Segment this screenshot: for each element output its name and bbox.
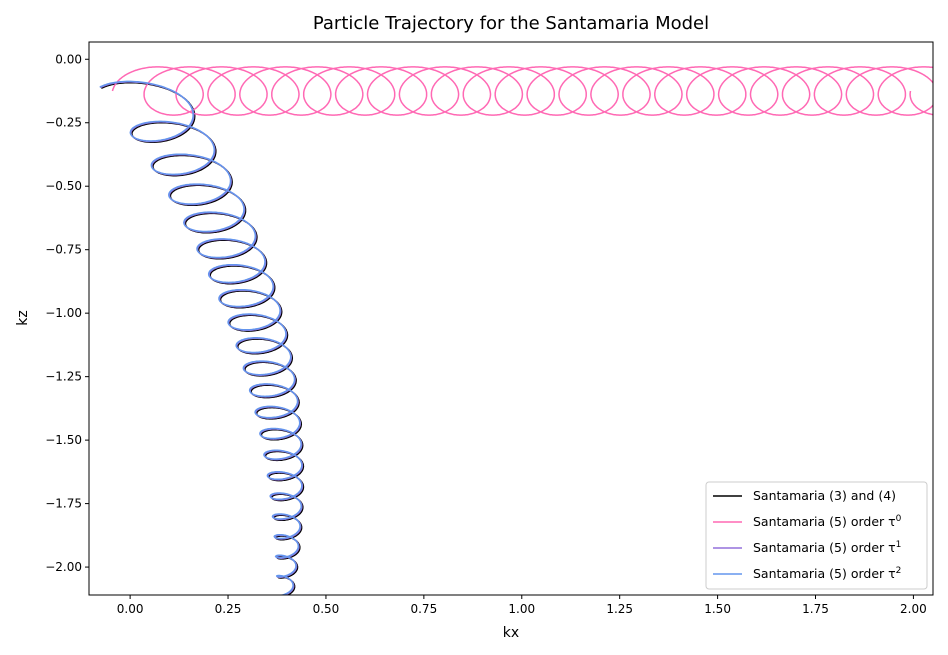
series-layer — [99, 66, 933, 595]
x-tick-label: 0.75 — [410, 602, 437, 616]
x-axis-label: kx — [503, 625, 519, 641]
x-axis: 0.00 0.25 0.50 0.75 1.00 1.25 1.50 1.75 2.00 — [117, 595, 927, 616]
legend-label-2: Santamaria (5) order τ1 — [753, 540, 901, 555]
legend-box — [705, 481, 928, 590]
x-tick-label: 0.25 — [215, 602, 242, 616]
y-tick-label: 0.00 — [55, 52, 82, 66]
legend-label-3: Santamaria (5) order τ2 — [753, 566, 901, 581]
y-tick-label: −2.00 — [45, 560, 82, 574]
y-tick-label: −0.75 — [45, 243, 82, 257]
y-axis-label: kz — [15, 310, 31, 325]
x-tick-label: 0.50 — [313, 602, 340, 616]
legend-label-0: Santamaria (3) and (4) — [753, 488, 896, 503]
x-tick-label: 1.00 — [508, 602, 535, 616]
x-tick-label: 1.50 — [704, 602, 731, 616]
series-line-1 — [111, 66, 933, 116]
chart-title: Particle Trajectory for the Santamaria M… — [313, 13, 709, 34]
series-line-3 — [99, 80, 303, 595]
y-tick-label: −1.50 — [45, 433, 82, 447]
y-tick-label: −1.25 — [45, 370, 82, 384]
y-tick-label: −0.25 — [45, 116, 82, 130]
y-tick-label: −0.50 — [45, 179, 82, 193]
x-tick-label: 0.00 — [117, 602, 144, 616]
x-tick-label: 1.75 — [802, 602, 829, 616]
y-tick-label: −1.75 — [45, 497, 82, 511]
x-tick-label: 2.00 — [900, 602, 927, 616]
y-tick-label: −1.00 — [45, 306, 82, 320]
x-tick-label: 1.25 — [606, 602, 633, 616]
legend: Santamaria (3) and (4) Santamaria (5) ord… — [705, 481, 928, 590]
y-axis: 0.00 −0.25 −0.50 −0.75 −1.00 −1.25 −1.50 −1.75 −… — [45, 52, 89, 574]
plot-frame — [88, 41, 934, 596]
legend-label-1: Santamaria (5) order τ0 — [753, 514, 902, 529]
